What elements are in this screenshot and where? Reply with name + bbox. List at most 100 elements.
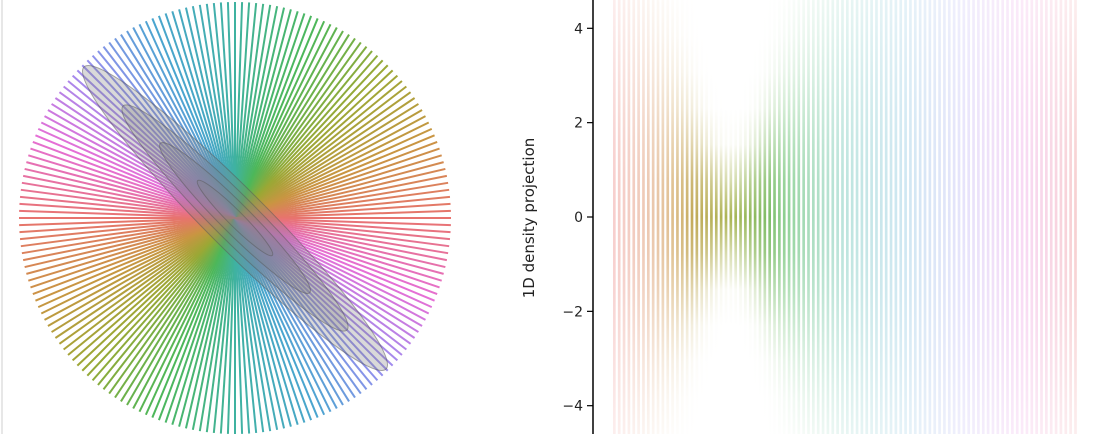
density-column (904, 0, 907, 434)
density-column (913, 0, 917, 434)
density-column (734, 0, 738, 434)
density-column (846, 0, 849, 434)
density-column (773, 0, 776, 434)
density-column (962, 0, 966, 434)
y-tick-label: 4 (574, 21, 583, 37)
density-column (812, 0, 815, 434)
density-column (991, 0, 995, 434)
density-column (831, 0, 835, 434)
density-column (889, 0, 893, 434)
density-column (1020, 0, 1024, 434)
density-column (744, 0, 747, 434)
density-column (996, 0, 1000, 434)
density-column (870, 0, 873, 434)
density-column (705, 0, 708, 434)
density-column (1054, 0, 1058, 434)
y-tick-label: −2 (562, 304, 583, 320)
density-column (865, 0, 869, 434)
density-column (646, 0, 650, 434)
density-column (826, 0, 830, 434)
density-column (938, 0, 941, 434)
density-column (957, 0, 961, 434)
y-tick-label: 0 (574, 210, 583, 226)
density-column (816, 0, 820, 434)
density-column (807, 0, 810, 434)
density-column (909, 0, 912, 434)
density-column (933, 0, 937, 434)
covariance-ellipse (159, 142, 311, 294)
density-column (768, 0, 771, 434)
density-column (719, 0, 723, 434)
density-column (1059, 0, 1063, 434)
density-column (632, 0, 636, 434)
density-column (753, 0, 757, 434)
density-column (1015, 0, 1019, 434)
density-column (899, 0, 903, 434)
density-column (758, 0, 762, 434)
density-column (792, 0, 796, 434)
density-column (923, 0, 927, 434)
density-column (724, 0, 728, 434)
projection-lines (19, 2, 451, 434)
density-column (778, 0, 781, 434)
density-column (700, 0, 704, 434)
y-axis-label: 1D density projection (520, 138, 538, 299)
density-column (918, 0, 922, 434)
density-column (782, 0, 786, 434)
density-column (879, 0, 883, 434)
y-tick-label: 2 (574, 116, 583, 132)
density-column (1025, 0, 1029, 434)
density-column (860, 0, 864, 434)
density-column (748, 0, 752, 434)
density-column (651, 0, 655, 434)
density-column (714, 0, 718, 434)
covariance-ellipses (82, 65, 388, 371)
density-column (884, 0, 888, 434)
density-column (763, 0, 767, 434)
density-column (1011, 0, 1014, 434)
density-column (797, 0, 801, 434)
density-column (836, 0, 839, 434)
projection-line (19, 209, 451, 227)
density-column (1064, 0, 1068, 434)
density-column (690, 0, 694, 434)
density-column (637, 0, 640, 434)
density-column (666, 0, 670, 434)
density-column (1045, 0, 1048, 434)
covariance-ellipse (82, 65, 388, 371)
density-column (729, 0, 733, 434)
density-column (928, 0, 932, 434)
density-column (894, 0, 898, 434)
density-column (986, 0, 990, 434)
density-column (787, 0, 791, 434)
density-column (1006, 0, 1009, 434)
density-column (855, 0, 859, 434)
density-column (967, 0, 971, 434)
density-column (613, 0, 616, 434)
density-column (671, 0, 674, 434)
density-column (1049, 0, 1053, 434)
density-column (1001, 0, 1004, 434)
density-column (739, 0, 742, 434)
density-projection-panel: 4 2 0 −2 −4 1D density projection (520, 0, 1077, 434)
density-column (627, 0, 631, 434)
density-column (676, 0, 679, 434)
covariance-ellipse (196, 179, 274, 257)
density-column (943, 0, 946, 434)
density-column (661, 0, 665, 434)
density-column (1069, 0, 1072, 434)
density-column (680, 0, 684, 434)
density-column (1074, 0, 1077, 434)
density-column (821, 0, 825, 434)
density-column (947, 0, 951, 434)
density-column (981, 0, 985, 434)
density-column (977, 0, 980, 434)
density-column (695, 0, 699, 434)
density-column (1040, 0, 1043, 434)
y-axis-ticks: 4 2 0 −2 −4 (562, 21, 593, 415)
density-column (952, 0, 956, 434)
density-column (622, 0, 626, 434)
density-column (710, 0, 713, 434)
density-column (1035, 0, 1038, 434)
